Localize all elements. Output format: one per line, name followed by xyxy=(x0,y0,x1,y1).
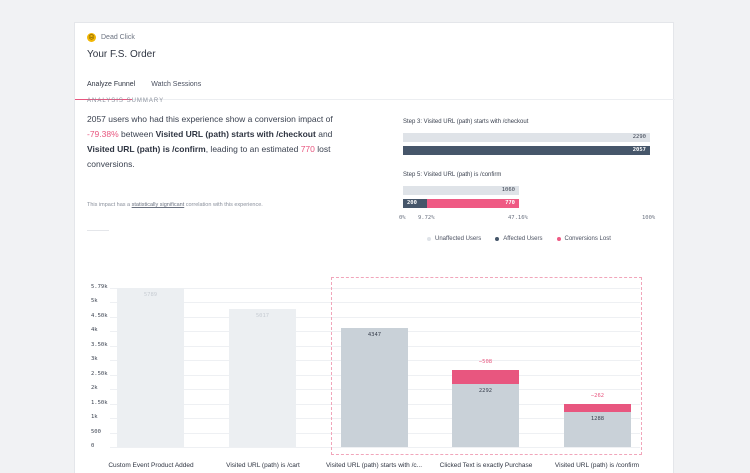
step3-affected-bar xyxy=(403,146,650,155)
bar-value-label: 5789 xyxy=(143,292,158,299)
axis-tick: 47.16% xyxy=(508,215,528,221)
legend-lost: Conversions Lost xyxy=(556,236,611,242)
dead-click-icon: ☹ xyxy=(87,33,96,42)
step3-unaffected-track: 2290 xyxy=(403,133,650,142)
step5-lost-value: 770 xyxy=(505,200,515,206)
step5-unaffected-track: 1060 xyxy=(403,186,519,195)
bar-value-label: 5017 xyxy=(255,313,270,320)
y-tick-label: 0 xyxy=(91,443,95,449)
y-tick-label: 3k xyxy=(91,356,98,363)
legend: Unaffected Users Affected Users Conversi… xyxy=(427,236,611,242)
step5-unaffected-bar xyxy=(403,186,519,195)
legend-label: Unaffected Users xyxy=(435,236,482,242)
dropoff-bar[interactable] xyxy=(564,404,631,412)
affected-dot-icon xyxy=(495,237,500,241)
summary-fragment: and xyxy=(318,129,333,139)
card-header: ☹ Dead Click Your F.S. Order Analyze Fun… xyxy=(75,23,675,99)
step5-affected-track: 200 770 xyxy=(403,199,519,208)
x-axis-label: Visited URL (path) is /confirm xyxy=(554,462,640,469)
note-fragment: This impact has a xyxy=(87,202,131,208)
gridline xyxy=(110,316,640,318)
step5-affected-bar xyxy=(403,199,427,208)
experience-badge: ☹ Dead Click xyxy=(87,33,135,42)
bar-value-label: 4347 xyxy=(367,331,382,338)
summary-fragment: 2057 users who had this experience show … xyxy=(87,114,333,124)
y-tick-label: 500 xyxy=(91,428,101,435)
gridline xyxy=(110,447,640,448)
axis-tick: 0% xyxy=(399,215,406,221)
y-tick-label: 2.50k xyxy=(91,370,108,377)
step3-label: Step 3: Visited URL (path) starts with /… xyxy=(403,119,529,125)
legend-affected: Affected Users xyxy=(495,236,543,242)
tab-analyze-funnel[interactable]: Analyze Funnel xyxy=(87,81,136,88)
step5-label: Step 5: Visited URL (path) is /confirm xyxy=(403,172,502,178)
funnel-bar[interactable] xyxy=(341,327,408,447)
x-axis-label: Visited URL (path) is /cart xyxy=(226,462,300,469)
summary-heading: ANALYSIS SUMMARY xyxy=(87,98,165,104)
significance-link[interactable]: statistically significant xyxy=(131,202,185,208)
impact-value: -79.38% xyxy=(87,129,119,139)
step5-affected-value: 200 xyxy=(407,200,417,206)
bar-value-label: 1288 xyxy=(590,415,605,422)
summary-divider xyxy=(87,230,109,231)
dropoff-bar[interactable] xyxy=(452,370,519,385)
tab-bar: Analyze Funnel Watch Sessions xyxy=(87,81,201,96)
y-tick-label: 3.50k xyxy=(91,341,108,348)
legend-label: Conversions Lost xyxy=(564,236,611,242)
dropoff-label: −508 xyxy=(478,359,493,366)
page-title: Your F.S. Order xyxy=(87,49,156,60)
step3-unaffected-bar xyxy=(403,133,650,142)
funnel-bar[interactable] xyxy=(229,309,296,447)
y-tick-label: 4.50k xyxy=(91,312,108,319)
step-b-name: Visited URL (path) is /confirm xyxy=(87,144,206,154)
x-axis-label: Visited URL (path) starts with /c... xyxy=(325,462,423,469)
step3-affected-value: 2057 xyxy=(632,147,646,153)
summary-fragment: , leading to an estimated xyxy=(205,144,299,154)
legend-label: Affected Users xyxy=(503,236,543,242)
dropoff-label: −262 xyxy=(590,393,605,400)
lost-dot-icon xyxy=(556,237,561,241)
significance-note: This impact has a statistically signific… xyxy=(87,202,263,208)
x-axis-label: Clicked Text is exactly Purchase xyxy=(439,462,533,469)
y-tick-label: 5.79k xyxy=(91,284,108,290)
y-tick-label: 2k xyxy=(91,385,98,392)
note-fragment: correlation with this experience. xyxy=(185,202,263,208)
legend-unaffected: Unaffected Users xyxy=(427,236,481,242)
active-tab-indicator xyxy=(75,99,132,100)
y-tick-label: 1.50k xyxy=(91,399,108,406)
gridline xyxy=(110,302,640,304)
unaffected-dot-icon xyxy=(427,237,431,241)
step-a-name: Visited URL (path) starts with /checkout xyxy=(155,129,316,139)
y-tick-label: 1k xyxy=(91,414,98,421)
lost-conversions-value: 770 xyxy=(300,144,315,154)
highlighted-range-box xyxy=(331,277,642,455)
funnel-bar[interactable] xyxy=(117,288,184,447)
y-tick-label: 4k xyxy=(91,327,98,334)
funnel-bar[interactable] xyxy=(564,411,631,447)
x-axis-label: Custom Event Product Added xyxy=(108,462,194,469)
axis-tick: 100% xyxy=(642,215,656,221)
summary-text: 2057 users who had this experience show … xyxy=(87,112,349,172)
gridline xyxy=(110,288,640,289)
step3-unaffected-value: 2290 xyxy=(632,134,646,140)
summary-fragment: lost conversions. xyxy=(87,144,331,169)
step5-unaffected-value: 1060 xyxy=(501,187,515,193)
summary-fragment: between xyxy=(121,129,154,139)
bar-value-label: 2292 xyxy=(478,388,493,395)
tab-watch-sessions[interactable]: Watch Sessions xyxy=(151,81,202,88)
funnel-bar[interactable] xyxy=(452,384,519,447)
step5-lost-bar xyxy=(427,199,519,208)
badge-label: Dead Click xyxy=(101,34,135,41)
axis-tick: 9.72% xyxy=(418,215,435,221)
step3-affected-track: 2057 xyxy=(403,146,650,155)
header-divider xyxy=(75,99,675,100)
y-tick-label: 5k xyxy=(91,298,98,305)
